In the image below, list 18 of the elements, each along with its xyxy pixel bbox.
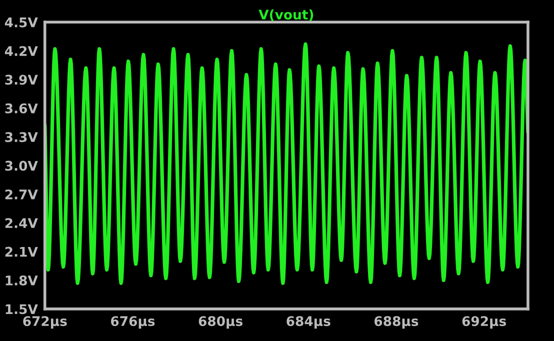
x-tick-label: 676µs <box>110 316 155 329</box>
x-tick-label: 672µs <box>23 316 67 329</box>
y-tick-label: 4.5V <box>4 18 38 28</box>
y-tick-label: 1.5V <box>6 304 38 314</box>
x-tick-label: 680µs <box>198 316 242 329</box>
y-tick-label: 3.6V <box>5 103 38 114</box>
y-tick-label: 3.3V <box>5 132 38 142</box>
y-tick-label: 3.9V <box>5 74 38 85</box>
series-label: V(vout) <box>258 9 314 22</box>
y-tick-label: 2.7V <box>5 189 38 200</box>
x-tick-label: 684µs <box>286 316 330 329</box>
x-tick-label: 688µs <box>374 316 418 329</box>
y-tick-label: 3.0V <box>5 160 38 171</box>
y-tick-label: 1.8V <box>6 275 38 286</box>
y-tick-label: 2.1V <box>5 246 38 257</box>
y-tick-label: 2.4V <box>5 218 38 228</box>
y-tick-label: 4.2V <box>4 46 38 56</box>
x-tick-label: 692µs <box>462 316 506 329</box>
